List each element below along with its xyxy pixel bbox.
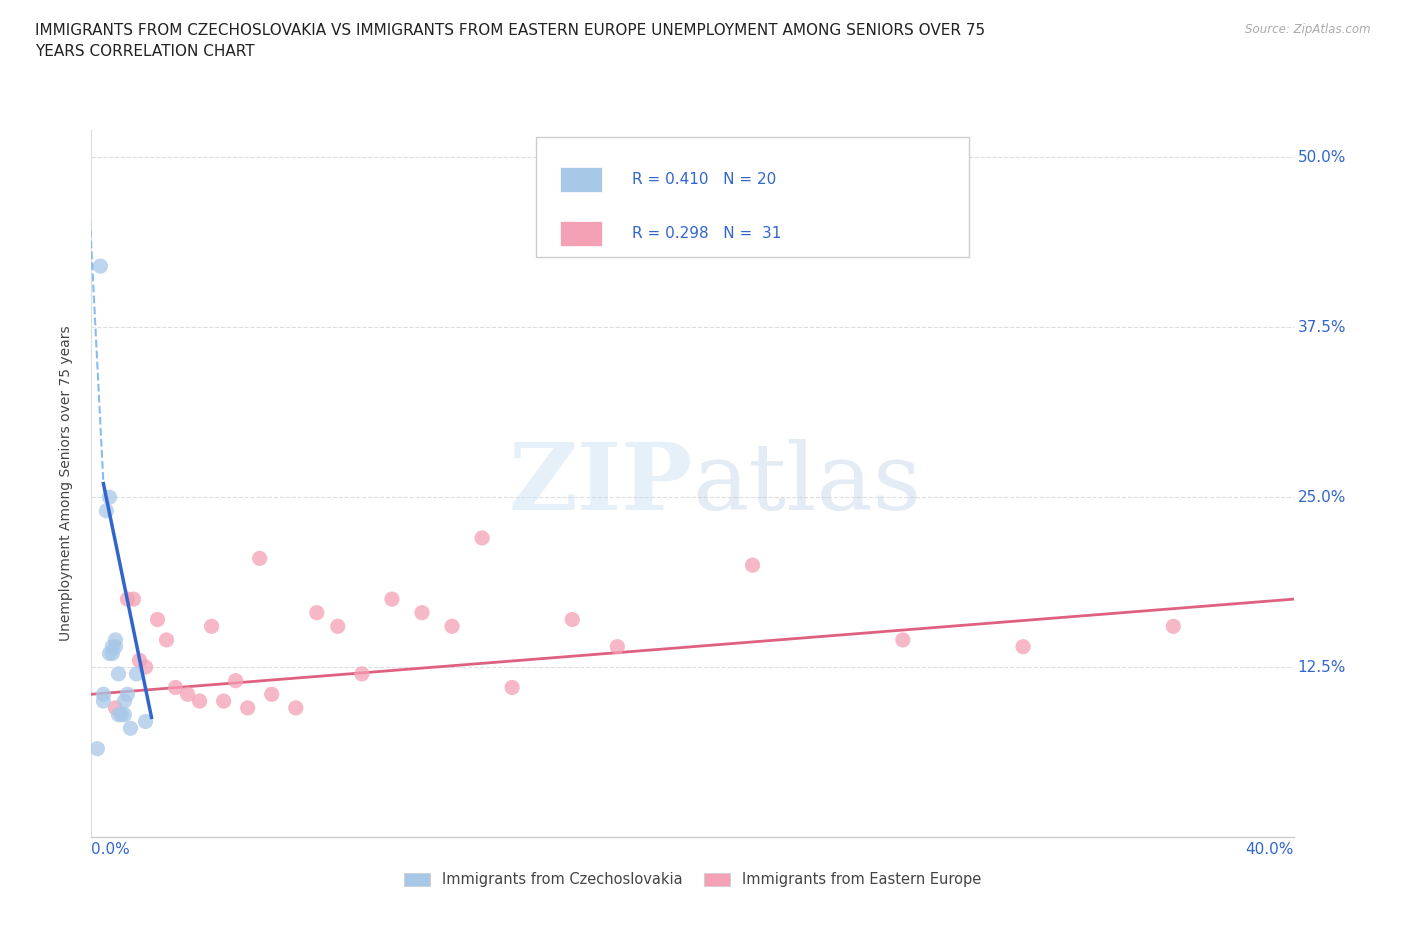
Text: atlas: atlas [692,439,922,528]
Point [96,503,118,518]
Point [89,259,111,273]
Point [350,667,373,682]
Point [93,687,115,702]
Point [104,700,127,715]
Point [155,632,177,647]
Point [117,591,139,606]
Point [107,667,129,682]
Point [114,694,136,709]
Point [260,687,283,702]
Point [93,694,115,709]
Text: R = 0.298   N =  31: R = 0.298 N = 31 [633,226,782,241]
Point [176,687,198,702]
Point [501,680,523,695]
Text: Source: ZipAtlas.com: Source: ZipAtlas.com [1246,23,1371,36]
Point [411,605,433,620]
Text: 37.5%: 37.5% [1298,320,1346,335]
Point [326,618,349,633]
Point [188,694,211,709]
Point [225,673,247,688]
Point [114,707,136,722]
FancyBboxPatch shape [536,138,969,258]
Text: ZIP: ZIP [508,439,692,528]
Point [146,612,169,627]
Text: IMMIGRANTS FROM CZECHOSLOVAKIA VS IMMIGRANTS FROM EASTERN EUROPE UNEMPLOYMENT AM: IMMIGRANTS FROM CZECHOSLOVAKIA VS IMMIGR… [35,23,986,60]
Point [86,741,108,756]
Text: 50.0%: 50.0% [1298,150,1346,165]
Point [101,639,124,654]
Point [1012,639,1035,654]
Legend: Immigrants from Czechoslovakia, Immigrants from Eastern Europe: Immigrants from Czechoslovakia, Immigran… [398,867,987,894]
Point [471,530,494,545]
Point [561,612,583,627]
FancyBboxPatch shape [560,167,602,192]
Y-axis label: Unemployment Among Seniors over 75 years: Unemployment Among Seniors over 75 years [59,326,73,642]
Point [212,694,235,709]
Point [440,618,463,633]
Point [134,714,156,729]
Point [606,639,628,654]
Point [104,632,127,647]
Point [165,680,187,695]
Point [101,646,124,661]
Point [98,490,121,505]
Point [110,707,132,722]
Point [891,632,914,647]
Text: R = 0.410   N = 20: R = 0.410 N = 20 [633,172,776,187]
Point [122,591,145,606]
Point [107,707,129,722]
FancyBboxPatch shape [560,221,602,246]
Point [741,558,763,573]
Point [284,700,307,715]
Point [117,687,139,702]
Text: 12.5%: 12.5% [1298,659,1346,674]
Text: 0.0%: 0.0% [91,842,131,857]
Text: 40.0%: 40.0% [1246,842,1294,857]
Point [120,721,142,736]
Point [201,618,224,633]
Text: 25.0%: 25.0% [1298,490,1346,505]
Point [134,659,156,674]
Point [128,653,150,668]
Point [381,591,404,606]
Point [125,667,148,682]
Point [98,646,121,661]
Point [249,551,271,565]
Point [236,700,259,715]
Point [104,639,127,654]
Point [305,605,328,620]
Point [1161,618,1184,633]
